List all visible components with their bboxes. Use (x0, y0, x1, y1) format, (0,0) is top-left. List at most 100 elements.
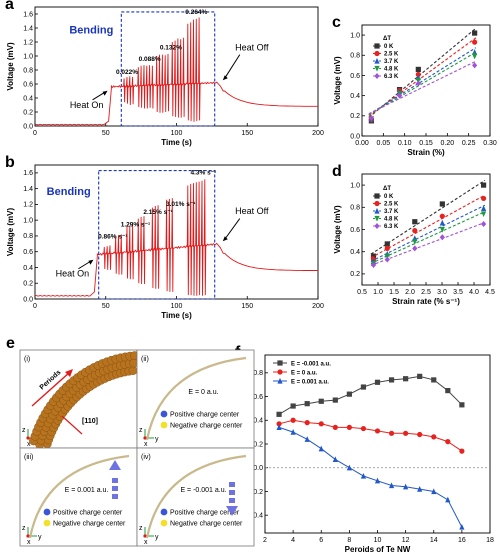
positive-center-label: Positive charge center (170, 510, 240, 517)
x-tick-label: 100 (171, 303, 183, 310)
x-tick-label: 0.15 (419, 140, 433, 147)
axis-y-label: y (155, 534, 159, 541)
y-tick-label: 0.2 (350, 113, 360, 120)
cell-label: (iii) (24, 454, 33, 461)
legend-marker (277, 369, 283, 375)
data-point (332, 397, 338, 403)
series-1 (368, 37, 478, 123)
x-tick-label: 50 (102, 303, 110, 310)
data-point (384, 245, 390, 251)
data-point (431, 488, 437, 495)
heat-on-arrowhead (88, 259, 94, 265)
y-tick-label: 1.4 (23, 186, 33, 193)
field-arrow-dash (112, 478, 118, 483)
data-point (439, 226, 445, 233)
y-tick-label: 0.2 (253, 441, 263, 448)
data-point (276, 424, 282, 430)
data-point (290, 403, 296, 409)
group-label: 4.3% s⁻¹ (190, 169, 216, 176)
legend-marker (277, 360, 283, 366)
panel-label: c (332, 14, 341, 31)
legend-marker (374, 193, 380, 199)
legend: ΔT 0 K 2.5 K3.7 K 4.8 K6.3 K (373, 186, 399, 230)
legend-entry: E = -0.001 a.u. (291, 362, 331, 368)
y-tick-label: 0.6 (253, 394, 263, 401)
legend-entry: 4.8 K (384, 217, 399, 223)
data-point (346, 464, 352, 471)
negative-center-marker (43, 519, 51, 527)
group-label: 2.15% s⁻¹ (143, 209, 172, 216)
y-tick-label: 0.8 (23, 67, 33, 74)
y-axis-label: Voltage (mV) (6, 42, 15, 91)
fit-line (370, 211, 486, 264)
cell-label: (ii) (141, 356, 149, 363)
data-point (481, 182, 487, 188)
x-axis-label: Peroids of Te NW (345, 545, 411, 554)
x-tick-label: 2.0 (405, 289, 415, 296)
negative-center-marker (160, 421, 168, 429)
x-axis-label: Time (s) (161, 138, 192, 147)
cell-label: (iv) (141, 454, 151, 461)
x-axis-label: Time (s) (161, 311, 192, 320)
field-label: E = 0 a.u. (188, 389, 218, 396)
group-label: 0.088% (139, 56, 161, 63)
legend-marker (374, 73, 380, 79)
chart-b: 0 50 100 150 200 0.0 0.2 0.4 0.6 0.8 1.0 1.2 1.4 1.6 T… (5, 154, 324, 320)
data-point (403, 483, 409, 490)
cell-frame (19, 447, 138, 547)
y-tick-label: 0.8 (350, 53, 360, 60)
positive-center-marker (43, 508, 51, 516)
data-point (346, 424, 352, 430)
data-point (318, 398, 324, 404)
x-axis-dot (143, 436, 147, 440)
axis-x-label: x (144, 539, 148, 546)
data-point (472, 53, 478, 60)
y-tick-label: 1.0 (350, 32, 360, 39)
group-label: 0.86% s⁻¹ (98, 233, 127, 240)
bending-box (120, 11, 216, 127)
data-point (368, 114, 374, 121)
x-tick-label: 2 (263, 537, 267, 544)
data-point (415, 80, 421, 87)
cell-label: (i) (24, 356, 30, 363)
bending-box (98, 169, 216, 300)
x-tick-label: 16 (458, 537, 466, 544)
data-point (412, 245, 418, 252)
x-tick-label: 10 (374, 537, 382, 544)
legend-entry: 3.7 K (384, 209, 399, 215)
voltage-trace (34, 179, 319, 297)
panel-label: e (6, 335, 15, 352)
x-tick-label: 2.5 (421, 289, 431, 296)
periods-arrow (31, 371, 71, 407)
y-tick-label: 0.0 (23, 296, 33, 303)
axis-x-label: x (27, 441, 31, 448)
x-tick-label: 3.0 (437, 289, 447, 296)
x-tick-label: 200 (312, 130, 324, 137)
y-tick-label: -0.2 (251, 489, 263, 496)
data-point (384, 241, 390, 247)
data-point (472, 39, 478, 45)
x-tick-label: 0.00 (355, 140, 369, 147)
data-point (290, 429, 296, 435)
data-point (360, 384, 367, 390)
axis-y-label: y (38, 534, 42, 541)
plot-frame (361, 173, 491, 286)
data-point (415, 66, 421, 72)
data-point (481, 195, 487, 202)
legend-entry: 4.8 K (384, 67, 399, 73)
axis-x-label: x (144, 441, 148, 448)
y-tick-label: 0.0 (253, 465, 263, 472)
x-axis-label: Strain rate (% s⁻¹) (392, 297, 460, 306)
heat-off-arrowhead (222, 236, 228, 242)
heat-off-arrow (224, 54, 241, 79)
chart-f: 2 4 6 8 10 12 14 16 18 -0.4 -0.2 0.0 0.2 0.4 0.6 0.8 Per… (235, 344, 494, 554)
fit-line (370, 179, 486, 255)
negative-center-label: Negative charge center (53, 521, 126, 528)
x-tick-label: 0.25 (462, 140, 476, 147)
data-point (412, 228, 418, 234)
data-point (431, 377, 437, 383)
chart-c: 0.00 0.05 0.10 0.15 0.20 0.25 0.30 0.0 0.2 0.4 0.6… (332, 14, 497, 157)
positive-center-label: Positive charge center (170, 412, 240, 419)
y-tick-label: 0.4 (23, 265, 33, 272)
